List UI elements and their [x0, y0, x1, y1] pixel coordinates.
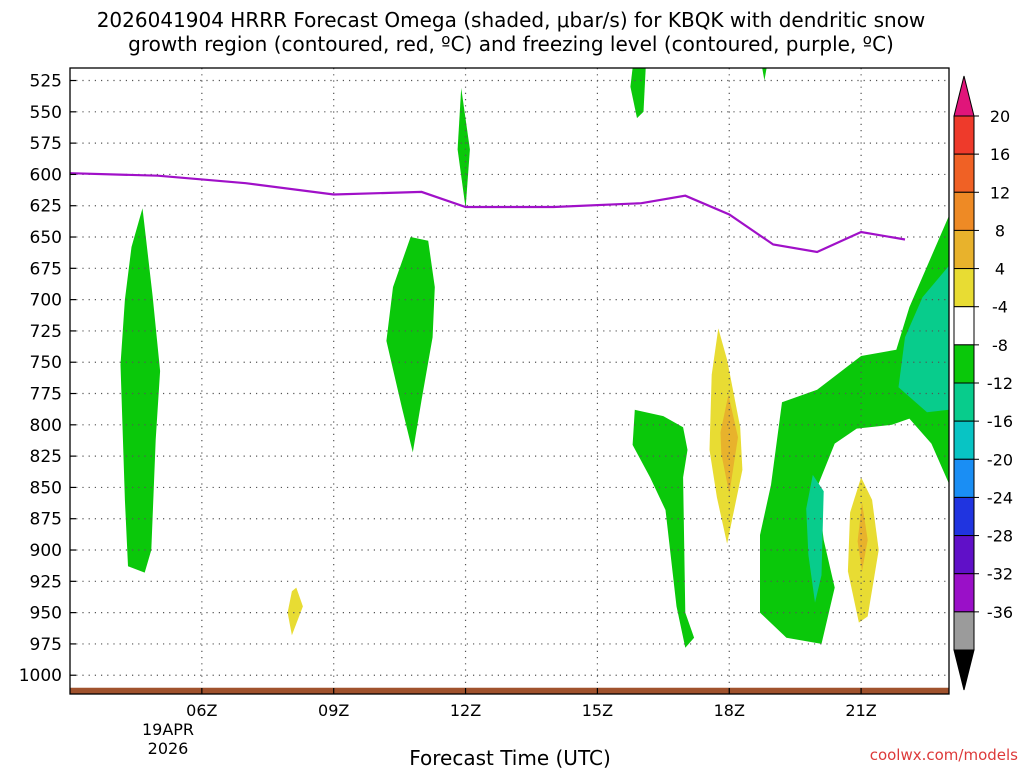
y-tick-label: 800: [30, 416, 62, 436]
y-tick-label: 850: [30, 478, 62, 498]
omega-region-4: [762, 68, 767, 81]
y-tick-label: 525: [30, 72, 62, 92]
y-tick-label: 550: [30, 103, 62, 123]
colorbar-swatch: [953, 535, 975, 575]
freezing-level-line: [69, 172, 906, 254]
colorbar-swatch: [953, 229, 975, 270]
y-tick-label: 925: [30, 572, 62, 592]
colorbar-swatch: [953, 306, 975, 346]
omega-region-0: [120, 208, 161, 573]
y-axis: 525 550 575 600 625 650 675 700 725 750 775 800 825 8…: [19, 72, 76, 686]
colorbar: 20 16 12 8 4 -4 -8 -12 -16 -20 -24 -28 -32 -36: [953, 75, 1013, 691]
y-tick-label: 650: [30, 228, 62, 248]
chart-title-line-2: growth region (contoured, red, ºC) and f…: [128, 32, 894, 56]
colorbar-swatch: [953, 115, 975, 155]
colorbar-label: -8: [992, 336, 1008, 355]
y-tick-label: 950: [30, 604, 62, 624]
omega-region-10: [720, 394, 738, 494]
x-tick-label: 06Z: [186, 701, 217, 720]
x-axis: 06Z 09Z 12Z 15Z 18Z 21Z: [186, 688, 877, 720]
colorbar-swatch: [953, 268, 975, 308]
colorbar-label: 12: [990, 183, 1010, 202]
colorbar-swatch: [953, 458, 975, 498]
colorbar-label: 4: [995, 260, 1005, 279]
omega-region-1: [457, 88, 470, 209]
omega-shaded-regions: [120, 68, 949, 648]
colorbar-label: 16: [990, 145, 1010, 164]
colorbar-label: -20: [987, 450, 1013, 469]
colorbar-bottom-arrow: [953, 649, 975, 691]
time-gridlines: [201, 68, 862, 694]
colorbar-swatch: [953, 420, 975, 460]
omega-region-5: [632, 409, 695, 648]
y-tick-label: 900: [30, 541, 62, 561]
terrain-fill: [70, 687, 949, 694]
colorbar-swatch: [953, 382, 975, 422]
x-tick-label: 15Z: [582, 701, 613, 720]
y-tick-label: 750: [30, 353, 62, 373]
omega-region-6: [760, 215, 949, 644]
colorbar-top-arrow: [953, 75, 975, 117]
colorbar-label: 20: [990, 107, 1010, 126]
colorbar-label: -32: [987, 565, 1013, 584]
colorbar-label: -16: [987, 412, 1013, 431]
colorbar-label: -28: [987, 527, 1013, 546]
omega-region-12: [857, 502, 868, 572]
colorbar-label: 8: [995, 221, 1005, 240]
x-axis-title: Forecast Time (UTC): [409, 746, 611, 768]
colorbar-label: -24: [987, 488, 1013, 507]
y-tick-label: 600: [30, 165, 62, 185]
y-tick-label: 700: [30, 291, 62, 311]
colorbar-swatch: [953, 573, 975, 613]
y-tick-label: 1000: [19, 666, 62, 686]
date-label-day: 19APR: [142, 720, 194, 739]
colorbar-label: -12: [987, 374, 1013, 393]
x-tick-label: 09Z: [318, 701, 349, 720]
plot-frame: [69, 67, 950, 695]
credit-text: coolwx.com/models: [870, 746, 1018, 764]
date-label-year: 2026: [148, 739, 189, 758]
x-tick-label: 12Z: [450, 701, 481, 720]
pressure-gridlines: [70, 79, 949, 676]
omega-region-7: [898, 265, 949, 413]
x-tick-label: 18Z: [714, 701, 745, 720]
terrain-band: [70, 687, 949, 694]
omega-region-2: [386, 237, 435, 453]
chart-title-line-1: 2026041904 HRRR Forecast Omega (shaded, …: [97, 8, 926, 32]
plot-area: [69, 67, 950, 695]
y-tick-label: 575: [30, 134, 62, 154]
colorbar-swatch: [953, 153, 975, 193]
x-tick-label: 21Z: [845, 701, 876, 720]
y-tick-label: 825: [30, 447, 62, 467]
omega-region-8: [806, 474, 824, 603]
colorbar-label: -4: [992, 298, 1008, 317]
colorbar-swatch: [953, 191, 975, 231]
y-tick-label: 675: [30, 259, 62, 279]
colorbar-swatch: [953, 496, 975, 537]
colorbar-label: -36: [987, 603, 1013, 622]
colorbar-swatch: [953, 344, 975, 384]
y-tick-label: 975: [30, 635, 62, 655]
y-tick-label: 625: [30, 197, 62, 217]
colorbar-swatch: [953, 611, 975, 651]
y-tick-label: 775: [30, 385, 62, 405]
y-tick-label: 875: [30, 510, 62, 530]
omega-region-13: [287, 587, 303, 636]
y-tick-label: 725: [30, 322, 62, 342]
